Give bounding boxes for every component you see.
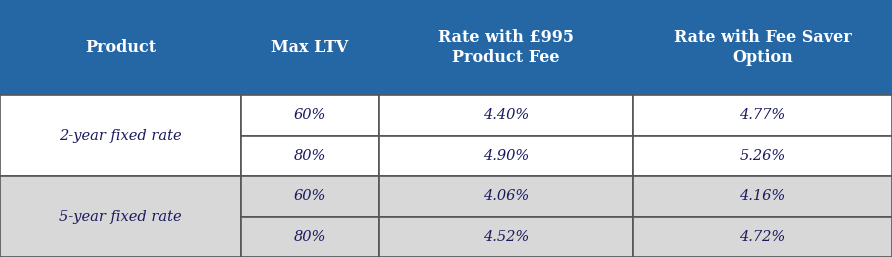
Bar (379, 176, 633, 216)
Text: Rate with Fee Saver
Option: Rate with Fee Saver Option (673, 29, 852, 66)
Bar (241, 0, 379, 95)
Bar (0, 0, 241, 95)
Text: 4.90%: 4.90% (483, 149, 529, 163)
Text: 80%: 80% (293, 149, 326, 163)
Text: 2-year fixed rate: 2-year fixed rate (59, 128, 182, 143)
Text: 4.52%: 4.52% (483, 230, 529, 244)
Text: 4.77%: 4.77% (739, 108, 786, 122)
Text: 80%: 80% (293, 230, 326, 244)
Bar (0, 176, 241, 257)
Text: 4.16%: 4.16% (739, 189, 786, 203)
Bar (633, 0, 892, 95)
Bar (379, 136, 633, 176)
Bar (241, 95, 379, 136)
Bar (633, 216, 892, 257)
Text: 60%: 60% (293, 108, 326, 122)
Text: 4.40%: 4.40% (483, 108, 529, 122)
Text: Product: Product (85, 39, 156, 56)
Bar (241, 136, 379, 176)
Text: 5.26%: 5.26% (739, 149, 786, 163)
Text: 4.06%: 4.06% (483, 189, 529, 203)
Bar (633, 136, 892, 176)
Bar (633, 95, 892, 136)
Text: Max LTV: Max LTV (271, 39, 349, 56)
Text: 60%: 60% (293, 189, 326, 203)
Text: 5-year fixed rate: 5-year fixed rate (59, 209, 182, 224)
Bar (379, 95, 633, 136)
Text: Rate with £995
Product Fee: Rate with £995 Product Fee (438, 29, 574, 66)
Bar (0, 95, 241, 176)
Bar (633, 176, 892, 216)
Bar (379, 0, 633, 95)
Bar (241, 216, 379, 257)
Text: 4.72%: 4.72% (739, 230, 786, 244)
Bar (241, 176, 379, 216)
Bar (379, 216, 633, 257)
